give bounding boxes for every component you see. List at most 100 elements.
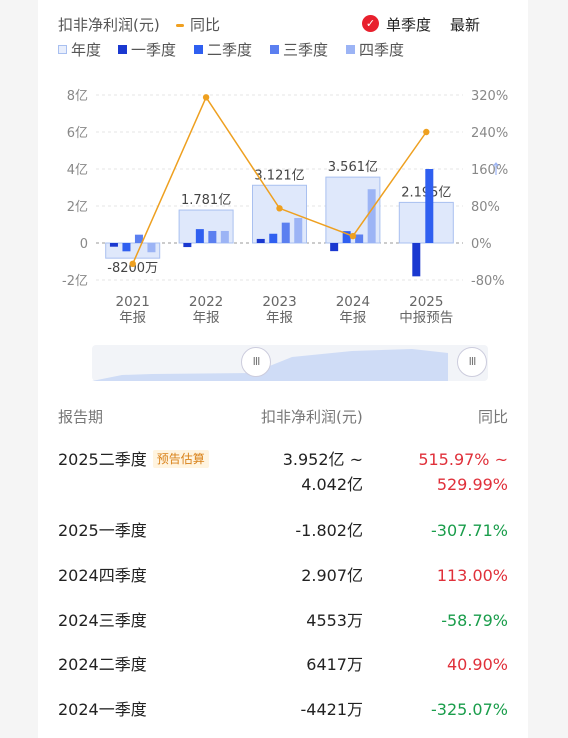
row-value-line: -1.802亿 [295,521,363,540]
row-value: -4421万 [301,697,364,722]
yoy-point [349,232,357,240]
toggle-label: 单季度 [386,16,432,34]
quarter-bar-1 [330,243,339,252]
forecast-badge: 预告估算 [152,450,209,468]
row-yoy-line: 515.97% ~ [418,450,508,469]
annual-label: 3.561亿 [328,160,378,175]
y-left-tick: 2亿 [67,200,88,215]
row-yoy: -307.71% [431,518,508,543]
y-right-tick: 80% [471,200,500,215]
y-right-tick: -80% [471,274,505,289]
row-period-text: 2025一季度 [58,521,147,540]
x-tick-type: 年报 [266,310,293,326]
quarter-bar-4 [294,218,303,243]
quarter-bar-4 [367,189,376,243]
x-tick-type: 年报 [119,310,146,326]
x-tick-type: 年报 [193,310,220,326]
series-title: 扣非净利润(元) [58,16,160,34]
yoy-line-icon [176,24,184,27]
legend-q4[interactable]: 四季度 [346,40,404,60]
row-yoy: 515.97% ~ 529.99% [418,447,508,497]
row-period: 2024三季度 [58,608,147,633]
legend-q4-swatch [346,45,355,54]
row-yoy: -58.79% [441,608,508,633]
legend-q4-label: 四季度 [359,41,405,59]
row-yoy: -325.07% [431,697,508,722]
y-left-tick: 4亿 [67,163,88,178]
quarter-bar-3 [355,234,364,243]
legend-q3[interactable]: 三季度 [270,40,328,60]
legend-q2-swatch [194,45,203,54]
row-value-line: 2.907亿 [301,566,363,585]
quarter-bar-2 [269,233,278,243]
quarter-bar-2 [195,229,204,243]
row-yoy-line: -307.71% [431,521,508,540]
row-value-line: 4.042亿 [301,475,363,494]
x-tick-year: 2024 [336,294,370,310]
quarter-bar-2 [342,231,351,243]
row-value: -1.802亿 [295,518,363,543]
profit-chart: 8亿 320% 6亿 240% 4亿 160% 2亿 80% 0 0% -2亿 -80% -8200万 2… [62,89,508,326]
legend-q2[interactable]: 二季度 [194,40,252,60]
row-value-line: 6417万 [306,655,363,674]
quarter-bar-2 [122,243,131,252]
row-yoy: 113.00% [437,563,508,588]
single-quarter-toggle[interactable]: 单季度 [386,14,431,36]
legend-q1-label: 一季度 [131,41,177,59]
yoy-point [423,128,430,136]
y-left-tick: 6亿 [67,126,88,141]
y-right-tick: 320% [471,89,508,104]
yoy-point [129,260,136,268]
header-yoy: 同比 [477,408,508,426]
slider-preview [92,349,448,381]
y-left-tick: 8亿 [67,89,88,104]
x-tick-type: 年报 [339,310,366,326]
row-period-text: 2025二季度 [58,450,147,469]
x-tick-year: 2023 [262,294,296,310]
header-period: 报告期 [58,408,104,426]
row-yoy-line: -325.07% [431,700,508,719]
y-right-tick: 240% [471,126,508,141]
row-yoy-line: -58.79% [441,611,508,630]
row-value: 3.952亿 ~ 4.042亿 [283,447,363,497]
row-value-line: 3.952亿 ~ [282,450,363,469]
x-tick-year: 2022 [189,294,223,310]
quarter-bar-2 [425,169,434,243]
row-value-line: -4421万 [300,700,364,719]
row-period: 2025二季度 预告估算 [58,447,209,472]
row-value-line: 4553万 [306,611,363,630]
x-tick-type: 中报预告 [399,310,453,326]
row-period-text: 2024四季度 [58,566,147,585]
row-yoy-line: 113.00% [436,566,508,585]
legend-q1[interactable]: 一季度 [118,40,176,60]
row-value: 6417万 [306,652,363,677]
x-tick-year: 2025 [409,294,443,310]
quarter-bar-1 [412,243,421,277]
slider-right-handle[interactable]: III [457,347,487,377]
annual-label: 1.781亿 [181,193,231,208]
y-right-tick: 160% [471,163,508,178]
row-period-text: 2024一季度 [58,700,147,719]
legend-q3-swatch [270,45,279,54]
legend-annual[interactable]: 年度 [58,40,101,60]
x-tick-year: 2021 [116,294,150,310]
check-icon[interactable]: ✓ [362,15,379,32]
row-period: 2024一季度 [58,697,147,722]
quarter-bar-4 [220,230,229,243]
quarter-bar-3 [208,230,217,243]
yoy-label: 同比 [190,16,221,34]
legend-annual-swatch [58,45,67,54]
slider-left-handle[interactable]: III [241,347,271,377]
header-value: 扣非净利润(元) [261,408,363,426]
row-period: 2025一季度 [58,518,147,543]
annual-bar [105,242,161,259]
latest-button[interactable]: 最新 [450,16,481,34]
row-yoy-line: 529.99% [436,475,508,494]
row-period: 2024二季度 [58,652,147,677]
quarter-bar-1 [109,243,118,247]
chart-header: 扣非净利润(元) 同比 单季度 最新 [58,14,508,38]
range-slider[interactable]: III III [92,345,488,381]
row-yoy: 40.90% [447,652,508,677]
forecast-arrow-icon [493,162,499,175]
row-period: 2024四季度 [58,563,147,588]
